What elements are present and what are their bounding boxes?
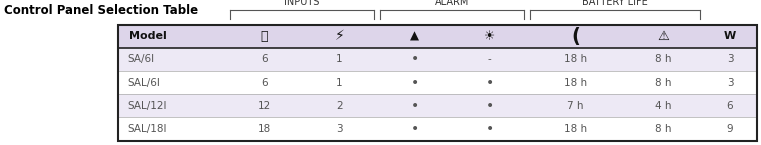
Text: W: W (724, 31, 736, 41)
Text: SAL/18I: SAL/18I (127, 124, 167, 134)
Text: ⚠: ⚠ (658, 30, 669, 43)
Bar (118, 94, 757, 117)
Text: •: • (486, 99, 494, 113)
Bar (118, 25, 757, 48)
Text: •: • (410, 99, 419, 113)
Text: 9: 9 (727, 124, 734, 134)
Text: 6: 6 (261, 78, 268, 88)
Text: 8 h: 8 h (655, 78, 671, 88)
Text: •: • (486, 122, 494, 136)
Text: 7 h: 7 h (567, 101, 584, 111)
Text: 3: 3 (727, 55, 734, 64)
Text: 6: 6 (261, 55, 268, 64)
Text: 12: 12 (257, 101, 271, 111)
Bar (118, 117, 757, 141)
Text: 1: 1 (336, 78, 342, 88)
Text: ☀: ☀ (484, 30, 495, 43)
Text: 18: 18 (257, 124, 271, 134)
Text: ⮨: ⮨ (260, 30, 268, 43)
Text: •: • (410, 76, 419, 90)
Text: ALARM: ALARM (435, 0, 470, 7)
Text: 6: 6 (727, 101, 734, 111)
Text: 8 h: 8 h (655, 124, 671, 134)
Bar (118, 48, 757, 71)
Text: INPUTS: INPUTS (284, 0, 320, 7)
Text: ▲: ▲ (410, 30, 419, 43)
Text: •: • (410, 52, 419, 66)
Text: 18 h: 18 h (564, 124, 587, 134)
Text: 18 h: 18 h (564, 78, 587, 88)
Text: 3: 3 (727, 78, 734, 88)
Text: 1: 1 (336, 55, 342, 64)
Text: 8 h: 8 h (655, 55, 671, 64)
Text: SA/6I: SA/6I (127, 55, 154, 64)
Text: 18 h: 18 h (564, 55, 587, 64)
Text: (: ( (571, 27, 580, 46)
Text: BATTERY LIFE: BATTERY LIFE (582, 0, 648, 7)
Text: ⚡: ⚡ (335, 29, 344, 43)
Text: •: • (410, 122, 419, 136)
Bar (118, 71, 757, 94)
Text: 3: 3 (336, 124, 342, 134)
Text: 4 h: 4 h (655, 101, 671, 111)
Text: Control Panel Selection Table: Control Panel Selection Table (4, 4, 198, 17)
Text: SAL/6I: SAL/6I (127, 78, 160, 88)
Text: 2: 2 (336, 101, 342, 111)
Text: •: • (486, 76, 494, 90)
Text: -: - (488, 55, 492, 64)
Bar (118, 25, 757, 141)
Text: Model: Model (129, 31, 167, 41)
Text: SAL/12I: SAL/12I (127, 101, 167, 111)
